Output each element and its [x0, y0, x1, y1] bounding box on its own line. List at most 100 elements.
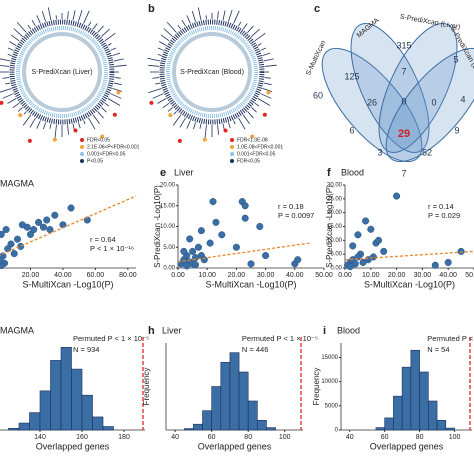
point — [444, 258, 452, 267]
bar — [229, 352, 240, 431]
spike — [263, 58, 274, 62]
point — [186, 235, 194, 243]
bar — [183, 428, 194, 431]
bar — [375, 427, 385, 431]
spike — [92, 23, 98, 30]
hit-dot — [223, 128, 228, 133]
spike — [83, 120, 86, 125]
hit-dot — [168, 113, 173, 118]
y-axis-label: S-PrediXcan -Log10(P) — [153, 185, 162, 268]
annotation: r = 0.14 — [428, 202, 454, 211]
spike — [7, 98, 17, 104]
bar — [393, 395, 403, 431]
legend-label: FDR<0.05 — [237, 158, 260, 164]
point — [0, 257, 4, 265]
x-tick-label: 10.00 — [198, 272, 216, 279]
venn-count: 26 — [367, 97, 377, 107]
bar — [81, 394, 93, 431]
spike — [257, 98, 271, 106]
hit-dot — [100, 134, 105, 139]
point — [189, 247, 197, 255]
spike — [16, 21, 27, 33]
bar — [18, 422, 30, 431]
spike — [148, 64, 160, 67]
outer-ring — [9, 19, 115, 125]
spike — [217, 124, 219, 135]
spike — [227, 10, 233, 22]
hit-dot — [250, 134, 255, 139]
spike — [191, 11, 197, 22]
y-axis-label: Frequency — [142, 368, 151, 406]
venn-count: 5 — [453, 54, 458, 64]
point — [194, 243, 202, 251]
y-tick-label: 15.00 — [160, 203, 176, 209]
y-tick-label: 5.00 — [330, 252, 342, 258]
point — [197, 227, 205, 235]
spike — [101, 28, 110, 37]
legend-swatch — [80, 138, 84, 142]
spike — [43, 122, 47, 130]
point — [46, 226, 54, 234]
spike — [0, 87, 12, 93]
venn-count: 0 — [401, 96, 406, 106]
venn-count: 6 — [349, 125, 354, 135]
point — [200, 256, 208, 264]
spike — [233, 120, 236, 125]
point — [206, 239, 214, 247]
x-tick-label: 20.00 — [22, 272, 40, 279]
ring — [16, 26, 108, 118]
spike — [110, 93, 122, 99]
hit-dot — [266, 90, 271, 95]
y-tick-label: 20.00 — [327, 210, 343, 216]
hit-dot — [27, 138, 32, 143]
spike — [254, 32, 266, 42]
spike — [166, 21, 177, 33]
x-tick-label: 50.00 — [315, 272, 333, 279]
panel-label: h — [148, 325, 155, 337]
x-tick-label: 40.00 — [439, 272, 457, 279]
venn-count: 9 — [454, 125, 459, 135]
x-tick-label: 140 — [34, 434, 46, 441]
x-axis-label: Overlapped genes — [198, 441, 272, 451]
chart-title: MAGMA — [0, 325, 34, 335]
hit-dot — [0, 100, 4, 105]
legend-label: P<0.05 — [87, 158, 103, 164]
point — [180, 247, 188, 255]
y-tick-label: 0.00 — [330, 266, 342, 272]
point — [0, 230, 5, 238]
spike — [181, 19, 186, 27]
bar — [238, 371, 249, 431]
spike — [107, 98, 121, 106]
spike — [12, 102, 20, 109]
y-tick-label: 5.00 — [163, 245, 175, 251]
x-axis-label: Overlapped genes — [36, 441, 110, 451]
point — [67, 204, 75, 212]
point — [191, 261, 200, 269]
hit-dot — [73, 128, 78, 133]
spike — [36, 15, 41, 24]
spike — [242, 114, 250, 125]
spike — [77, 122, 81, 129]
y-tick-label: 25.00 — [327, 196, 343, 202]
point — [354, 231, 362, 239]
hit-dot — [52, 137, 57, 142]
point — [294, 256, 302, 264]
spike — [147, 57, 161, 62]
point — [256, 222, 264, 231]
bar — [71, 368, 83, 431]
spike — [242, 23, 248, 30]
spike — [27, 24, 32, 30]
bar — [445, 427, 455, 431]
venn-set — [350, 22, 430, 154]
x-tick-label: 80 — [244, 434, 252, 441]
x-tick-label: 20.00 — [228, 272, 246, 279]
spike — [238, 117, 246, 130]
spike — [29, 117, 36, 128]
annotation: r = 0.64 — [90, 235, 116, 244]
spike — [158, 41, 167, 46]
y-tick-label: 15000 — [321, 355, 338, 361]
x-tick-label: 160 — [76, 434, 88, 441]
x-axis-label: S-MultiXcan -Log10(P) — [22, 279, 113, 289]
spike — [217, 11, 219, 20]
x-tick-label: 100 — [279, 434, 291, 441]
